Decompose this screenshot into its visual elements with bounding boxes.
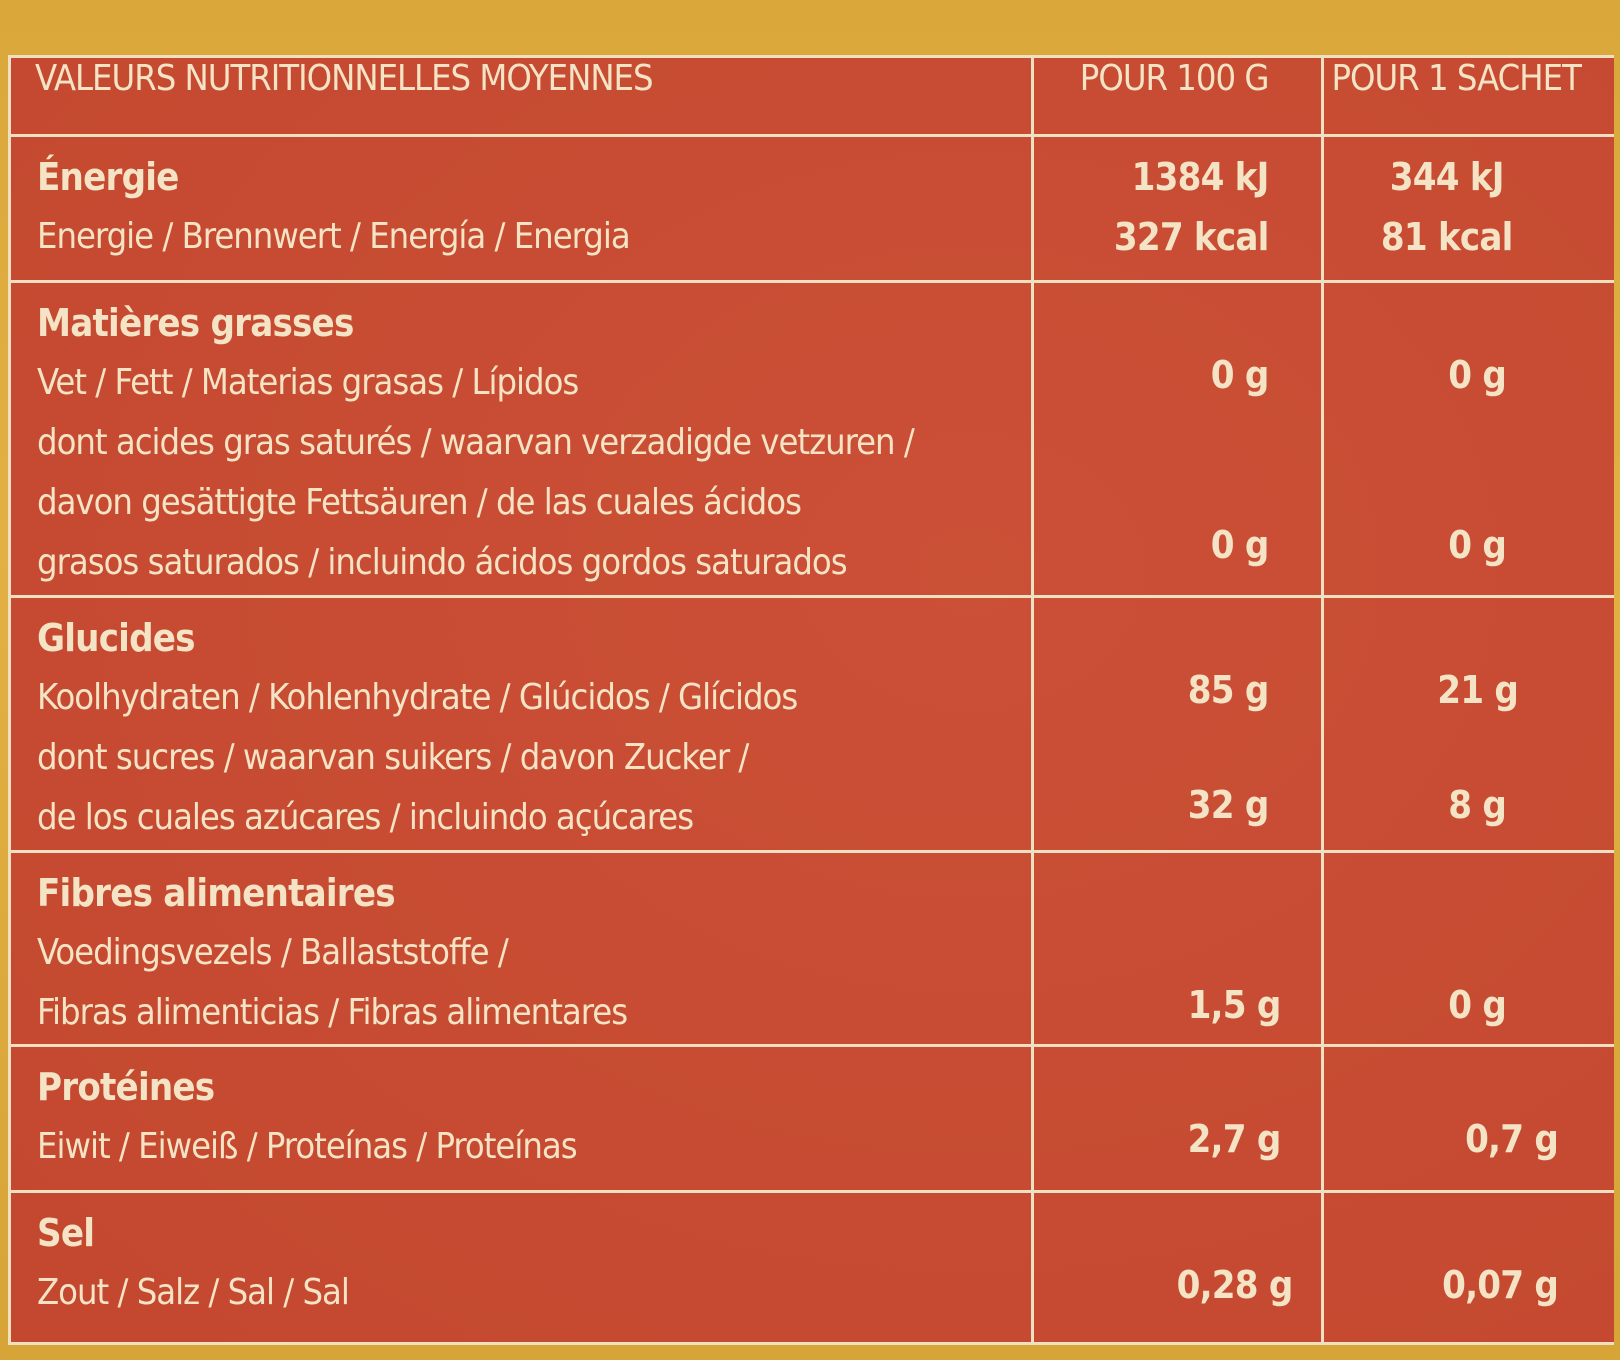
fat-per-sachet-cell: 0 g 0 g <box>1320 280 1614 599</box>
salt-per-100g-cell: 0,28 g <box>1030 1189 1324 1342</box>
energy-per-100g-cell: 1384 kJ 327 kcal <box>1030 134 1324 284</box>
fibre-title: Fibres alimentaires <box>37 870 396 915</box>
energy-translation: Energie / Brennwert / Energía / Energia <box>37 216 631 258</box>
carb-per-100g-cell: 85 g 32 g <box>1030 595 1324 853</box>
row-salt: Sel Zout / Salz / Sal / Sal 0,28 g 0,07 … <box>11 1189 1614 1342</box>
salt-per-sachet-cell: 0,07 g <box>1320 1189 1614 1342</box>
header-per-sachet: POUR 1 SACHET <box>1320 58 1614 138</box>
salt-title: Sel <box>37 1210 95 1255</box>
protein-label-cell: Protéines Eiwit / Eiweiß / Proteínas / P… <box>11 1043 1034 1193</box>
protein-per-sachet: 0,7 g <box>1465 1116 1559 1161</box>
fibre-per-100g: 1,5 g <box>1187 982 1282 1027</box>
salt-translation: Zout / Salz / Sal / Sal <box>37 1271 350 1313</box>
fibre-per-sachet: 0 g <box>1448 982 1507 1027</box>
carb-per-sachet: 21 g <box>1437 668 1519 713</box>
row-energy: Énergie Energie / Brennwert / Energía / … <box>11 134 1614 284</box>
salt-per-sachet: 0,07 g <box>1442 1262 1559 1307</box>
energy-per-sachet-cell: 344 kJ 81 kcal <box>1320 134 1614 284</box>
fat-per-sachet: 0 g <box>1448 353 1507 398</box>
saturates-line-2: davon gesättigte Fettsäuren / de las cua… <box>37 482 802 524</box>
sugars-per-sachet: 8 g <box>1448 783 1507 828</box>
salt-per-100g: 0,28 g <box>1176 1262 1294 1307</box>
fat-per-100g: 0 g <box>1210 353 1270 398</box>
protein-title: Protéines <box>37 1064 215 1109</box>
protein-translation: Eiwit / Eiweiß / Proteínas / Proteínas <box>37 1125 578 1167</box>
sugars-line-2: de los cuales azúcares / incluindo açúca… <box>37 797 694 839</box>
energy-kj-per-100g: 1384 kJ <box>1131 155 1270 200</box>
sugars-line-1: dont sucres / waarvan suikers / davon Zu… <box>37 737 749 779</box>
energy-label-cell: Énergie Energie / Brennwert / Energía / … <box>11 134 1034 284</box>
salt-label-cell: Sel Zout / Salz / Sal / Sal <box>11 1189 1034 1342</box>
header-per-100g: POUR 100 g <box>1030 58 1324 138</box>
fibre-line-1: Voedingsvezels / Ballaststoffe / <box>37 931 509 973</box>
saturates-per-100g: 0 g <box>1210 523 1270 568</box>
row-protein: Protéines Eiwit / Eiweiß / Proteínas / P… <box>11 1043 1614 1193</box>
row-carbohydrates: Glucides Koolhydraten / Kohlenhydrate / … <box>11 595 1614 853</box>
fibre-per-sachet-cell: 0 g <box>1320 849 1614 1047</box>
nutrition-panel: VALEURS NUTRITIONNELLES MOYENNES POUR 10… <box>8 55 1614 1345</box>
carb-label-cell: Glucides Koolhydraten / Kohlenhydrate / … <box>11 595 1034 853</box>
saturates-line-3: grasos saturados / incluindo ácidos gord… <box>37 542 848 584</box>
row-fibre: Fibres alimentaires Voedingsvezels / Bal… <box>11 849 1614 1047</box>
fibre-line-2: Fibras alimenticias / Fibras alimentares <box>37 991 628 1033</box>
protein-per-sachet-cell: 0,7 g <box>1320 1043 1614 1193</box>
sugars-per-100g: 32 g <box>1187 783 1270 828</box>
fat-per-100g-cell: 0 g 0 g <box>1030 280 1324 599</box>
carb-per-100g: 85 g <box>1187 668 1270 713</box>
saturates-line-1: dont acides gras saturés / waarvan verza… <box>37 422 915 464</box>
fibre-per-100g-cell: 1,5 g <box>1030 849 1324 1047</box>
protein-per-100g-cell: 2,7 g <box>1030 1043 1324 1193</box>
saturates-per-sachet: 0 g <box>1448 523 1507 568</box>
carb-per-sachet-cell: 21 g 8 g <box>1320 595 1614 853</box>
energy-kj-per-sachet: 344 kJ <box>1389 155 1505 200</box>
fat-title: Matières grasses <box>37 301 354 346</box>
header-label: VALEURS NUTRITIONNELLES MOYENNES <box>11 58 1034 138</box>
table-header-row: VALEURS NUTRITIONNELLES MOYENNES POUR 10… <box>11 58 1614 138</box>
protein-per-100g: 2,7 g <box>1187 1116 1282 1161</box>
fibre-label-cell: Fibres alimentaires Voedingsvezels / Bal… <box>11 849 1034 1047</box>
energy-title: Énergie <box>37 155 179 200</box>
fat-translation: Vet / Fett / Materias grasas / Lípidos <box>37 362 579 404</box>
nutrition-table: VALEURS NUTRITIONNELLES MOYENNES POUR 10… <box>11 58 1614 1342</box>
row-fat: Matières grasses Vet / Fett / Materias g… <box>11 280 1614 599</box>
energy-kcal-per-100g: 327 kcal <box>1113 215 1269 260</box>
carb-translation: Koolhydraten / Kohlenhydrate / Glúcidos … <box>37 677 798 719</box>
carb-title: Glucides <box>37 616 196 661</box>
fat-label-cell: Matières grasses Vet / Fett / Materias g… <box>11 280 1034 599</box>
energy-kcal-per-sachet: 81 kcal <box>1380 215 1513 260</box>
